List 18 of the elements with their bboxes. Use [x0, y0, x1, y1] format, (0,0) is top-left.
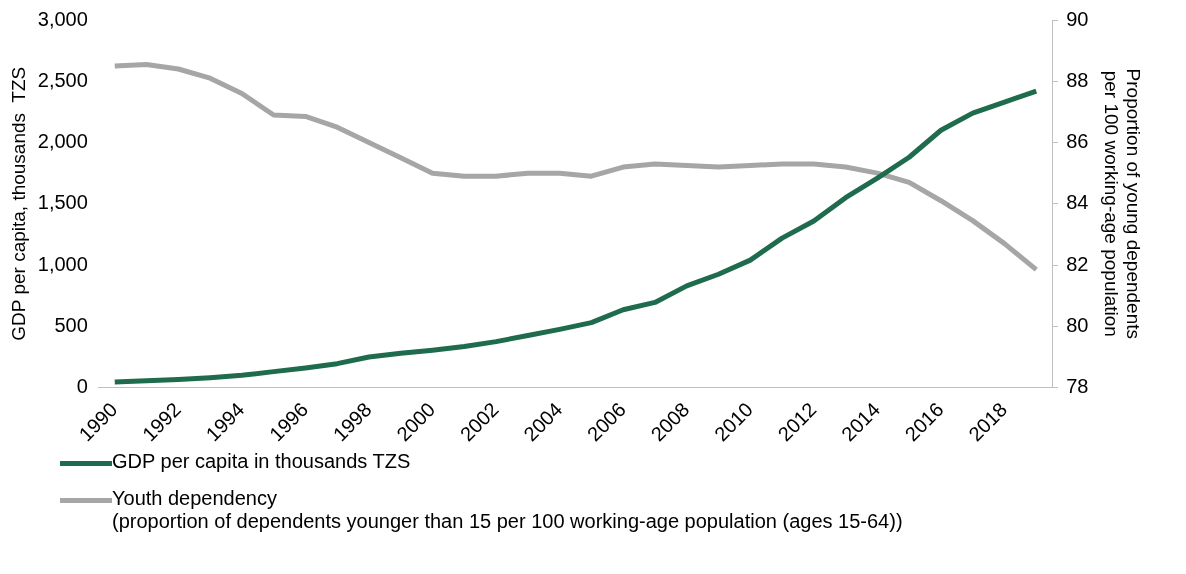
- y-tick-label: 1,500: [37, 191, 88, 214]
- y2-tick-label: 88: [1066, 68, 1089, 91]
- y2-tick-label: 80: [1066, 313, 1089, 336]
- y2-tick-label: 78: [1066, 375, 1089, 398]
- y-tick-label: 1,000: [37, 252, 88, 275]
- y-tick-label: 2,500: [37, 68, 88, 91]
- y2-tick-label: 84: [1066, 191, 1089, 214]
- legend-label: GDP per capita in thousands TZS: [112, 450, 411, 473]
- y-tick-label: 500: [54, 313, 88, 336]
- y-tick-label: 0: [76, 375, 88, 398]
- y-axis-title: GDP per capita, thousands TZS: [7, 66, 29, 341]
- legend-label: Youth dependency (proportion of dependents younger than 15 per 100 working-age population (ages 15-64)): [112, 487, 903, 533]
- y-tick-label: 3,000: [37, 7, 88, 30]
- y2-axis-title: Proportion of young dependents per 100 working-age population: [1100, 68, 1145, 339]
- y-tick-label: 2,000: [37, 130, 88, 153]
- y2-tick-label: 86: [1066, 130, 1089, 153]
- y2-tick-label: 90: [1066, 7, 1089, 30]
- y2-tick-label: 82: [1066, 252, 1089, 275]
